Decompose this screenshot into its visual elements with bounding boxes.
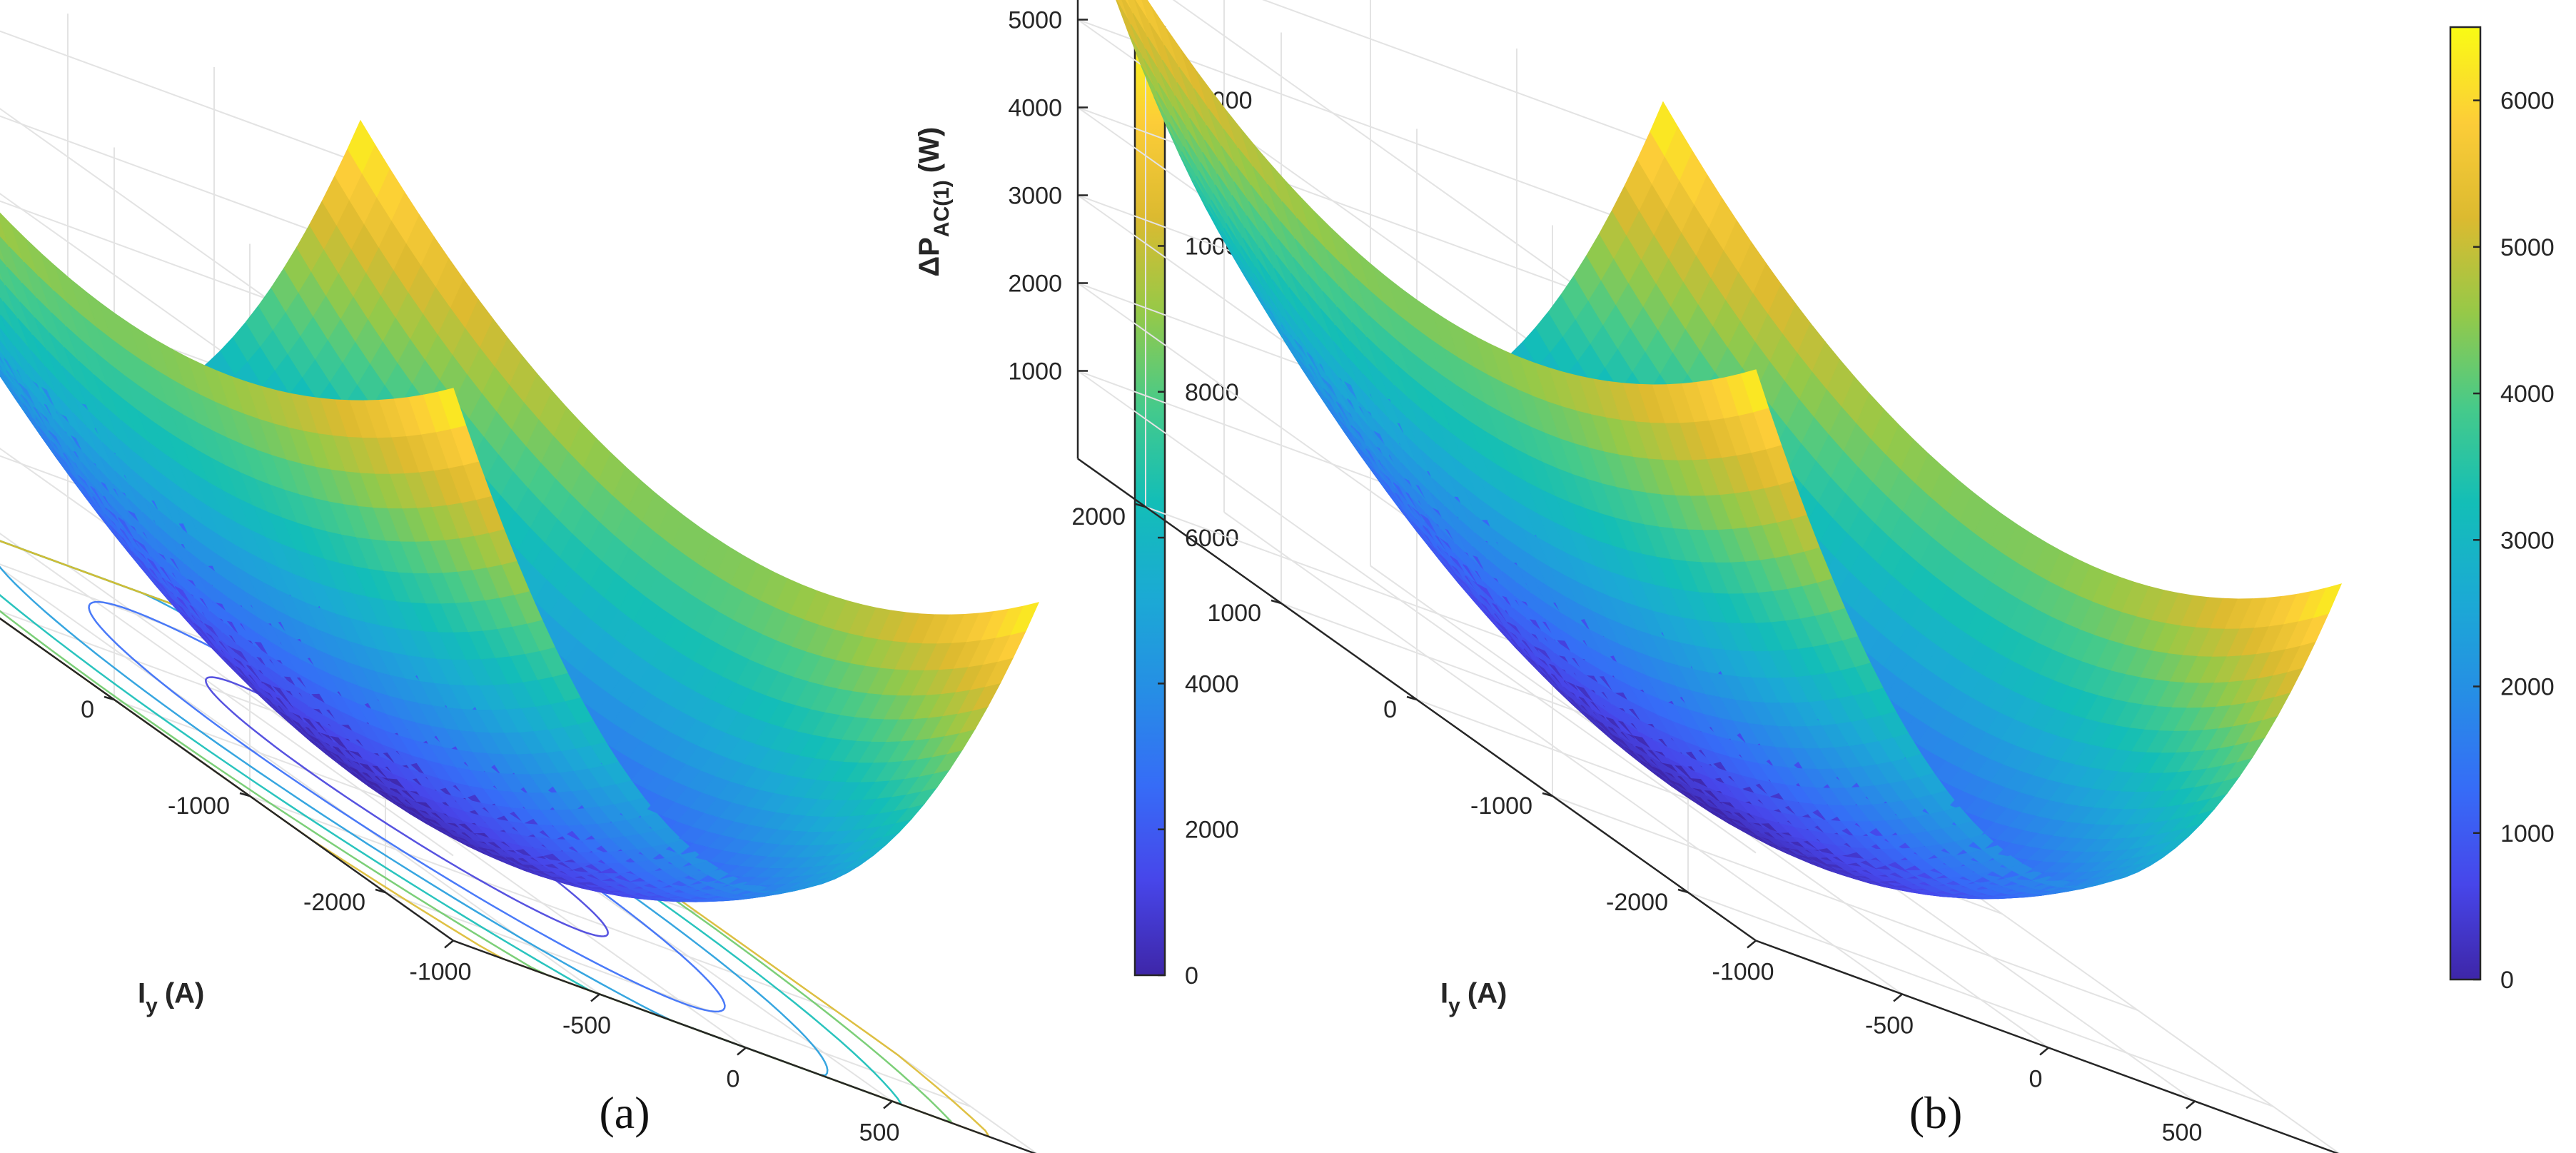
z-tick-label: 4000 [1008, 95, 1062, 122]
colorbar-tick-label: 3000 [2500, 527, 2555, 554]
y-tick-mark [103, 695, 115, 701]
x-tick-mark [2186, 1100, 2196, 1109]
y-tick-label: 0 [81, 696, 94, 723]
colorbar-tick-label: 2000 [1185, 817, 1239, 844]
colorbar-tick-label: 0 [2500, 967, 2514, 994]
grid-line [0, 200, 361, 334]
colorbar-tick-label: 6000 [2500, 88, 2555, 115]
y-axis-title: Iy (A) [1440, 978, 1507, 1018]
z-tick-label: 2000 [1008, 271, 1062, 298]
surface [0, 119, 1040, 902]
z-tick-label: 3000 [1008, 183, 1062, 210]
colorbar-tick-label: 4000 [2500, 381, 2555, 408]
grid-line [0, 115, 361, 249]
colorbar-tick-label: 8000 [1185, 379, 1239, 406]
colorbar-tick-label: 2000 [2500, 674, 2555, 701]
grid-line [0, 30, 361, 164]
z-axis-title-main: ΔP [914, 237, 945, 276]
y-axis-title-main: I [1440, 978, 1448, 1009]
chart-panel-a: -1000-5000500100-2000-100001000200002000… [0, 14, 1253, 1153]
x-tick-mark [2039, 1047, 2049, 1056]
chart-panel-b: -1000-5000500100-2000-100001000200010002… [914, 0, 2555, 1153]
y-tick-label: 0 [1383, 696, 1397, 723]
colorbar-bar [1133, 26, 1166, 977]
grid-line [385, 892, 971, 1107]
colorbar: 0 1000 2000 3000 4000 5000 6000 [2449, 26, 2555, 994]
y-axis-title-sub: y [146, 995, 158, 1018]
x-tick-label: 500 [2162, 1119, 2203, 1147]
x-ticks: -1000-5000500100 [1712, 940, 2203, 1147]
x-tick-label: -500 [1865, 1012, 1914, 1039]
colorbar-bar [2449, 26, 2482, 981]
x-tick-label: -1000 [410, 959, 472, 986]
x-tick-mark [737, 1047, 747, 1056]
z-tick-label: 1000 [1008, 358, 1062, 386]
surface-patch [1010, 602, 1040, 635]
x-tick-label: 500 [859, 1119, 900, 1147]
x-tick-mark [590, 993, 600, 1002]
grid-line [1077, 370, 1757, 854]
y-axis-title: Iy (A) [138, 978, 204, 1018]
y-tick-label: -2000 [1606, 889, 1668, 916]
y-tick-label: -1000 [1470, 792, 1532, 820]
y-tick-label: -2000 [303, 889, 365, 916]
grid-line [1552, 795, 2138, 1011]
x-ticks: -1000-5000500100 [410, 940, 900, 1147]
z-axis-title-sub: AC(1) [930, 180, 954, 237]
surface [1116, 0, 2343, 900]
y-axis-title-main: I [138, 978, 146, 1009]
x-tick-mark [1893, 993, 1903, 1002]
grid-line [1262, 0, 1664, 147]
y-axis-title-unit: (A) [165, 978, 205, 1009]
y-axis-title-unit: (A) [1468, 978, 1507, 1009]
x-tick-label: -500 [562, 1012, 611, 1039]
y-tick-label: -1000 [168, 792, 230, 820]
colorbar-tick-label: 4000 [1185, 670, 1239, 698]
y-axis-title-sub: y [1448, 995, 1460, 1018]
z-axis-title: ΔPAC(1) (W) [914, 127, 954, 277]
x-tick-mark [1747, 940, 1757, 949]
colorbar-tick-label: 5000 [2500, 234, 2555, 261]
y-tick-mark [375, 888, 386, 894]
x-tick-mark [883, 1100, 893, 1109]
panel-label: (a) [599, 1087, 650, 1138]
grid-line [0, 533, 454, 857]
y-tick-mark [239, 792, 251, 797]
y-tick-label: 2000 [1071, 503, 1126, 530]
x-tick-label: 0 [2029, 1066, 2043, 1093]
colorbar-tick-label: 0 [1185, 962, 1198, 990]
colorbar: 020004000600080001000012000 [1133, 26, 1253, 990]
grid-line [1687, 892, 2274, 1107]
x-tick-mark [444, 940, 454, 949]
x-tick-label: 0 [727, 1066, 740, 1093]
x-tick-label: -1000 [1712, 959, 1774, 986]
colorbar-tick-label: 1000 [2500, 820, 2555, 847]
y-tick-label: 1000 [1207, 600, 1261, 627]
panel-label: (b) [1909, 1087, 1963, 1138]
z-tick-label: 5000 [1008, 7, 1062, 34]
z-axis-title-unit: (W) [914, 127, 945, 173]
